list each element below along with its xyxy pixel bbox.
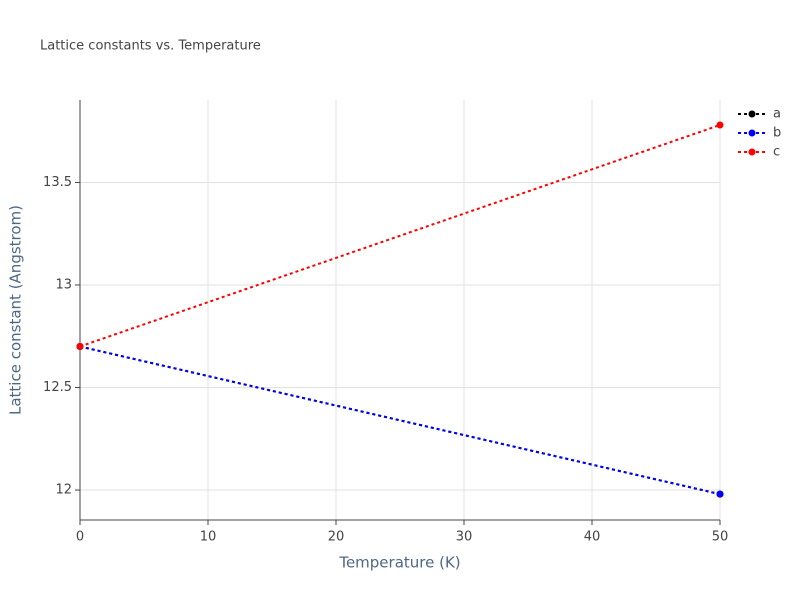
x-tick-label: 0: [76, 530, 84, 545]
x-tick-label: 40: [584, 530, 601, 545]
marker: [716, 121, 724, 129]
y-tick-label: 13.5: [43, 175, 72, 190]
legend-marker: [748, 148, 756, 156]
legend-label: b: [773, 126, 781, 141]
y-tick-label: 12.5: [43, 380, 72, 395]
legend-marker: [748, 129, 756, 137]
y-tick-label: 13: [55, 277, 72, 292]
x-tick-label: 30: [456, 530, 473, 545]
legend-marker: [748, 110, 756, 118]
x-tick-label: 10: [200, 530, 217, 545]
legend-label: a: [773, 107, 781, 122]
chart-title: Lattice constants vs. Temperature: [40, 39, 261, 54]
series-line: [79, 124, 721, 348]
y-tick-label: 12: [55, 483, 72, 498]
y-axis-title: Lattice constant (Angstrom): [7, 205, 25, 415]
x-axis-title: Temperature (K): [338, 554, 460, 572]
x-tick-label: 50: [712, 530, 729, 545]
marker: [716, 490, 724, 498]
marker: [76, 343, 84, 351]
legend-label: c: [773, 145, 780, 160]
series-line: [79, 345, 721, 496]
x-tick-label: 20: [328, 530, 345, 545]
